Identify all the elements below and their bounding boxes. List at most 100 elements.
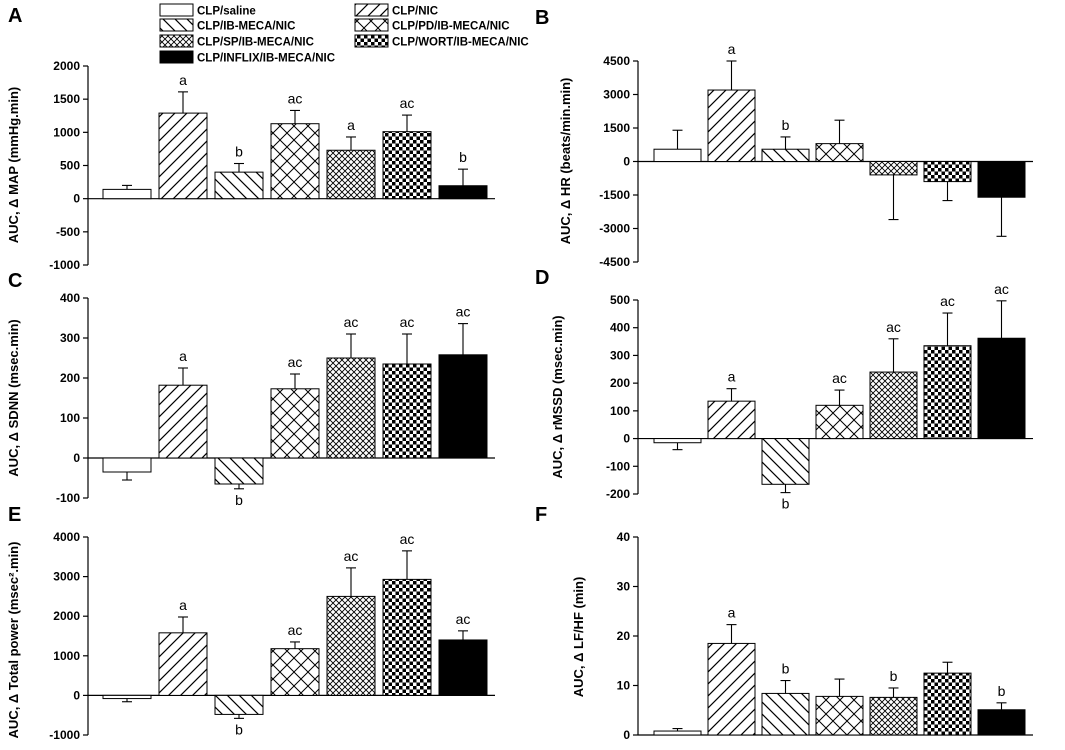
bar-d-3 [761, 438, 810, 485]
y-tick-label-b-1: -3000 [599, 222, 630, 236]
bar-f-2 [707, 642, 756, 736]
bar-b-7 [977, 161, 1026, 198]
y-axis-label-b: AUC, Δ HR (beats/min.min) [558, 78, 573, 245]
bar-d-1 [653, 438, 702, 444]
significance-label-d-2: a [728, 369, 736, 385]
significance-label-f-2: a [728, 605, 736, 621]
y-tick-label-e-4: 3000 [53, 570, 80, 584]
y-tick-label-b-6: 4500 [603, 54, 630, 68]
significance-label-d-6: ac [940, 293, 955, 309]
bar-f-4 [815, 695, 864, 736]
bar-e-2 [158, 632, 208, 696]
y-tick-label-b-2: -1500 [599, 188, 630, 202]
significance-label-c-5: ac [344, 314, 359, 330]
significance-label-e-2: a [179, 597, 187, 613]
y-tick-label-d-4: 200 [610, 376, 630, 390]
chart-panel-a: A AUC, Δ MAP (mmHg.min) -1000 -500 0 500 1000 1… [6, 5, 495, 272]
bar-c-2 [158, 384, 208, 459]
y-tick-label-b-3: 0 [623, 155, 630, 169]
bar-a-3 [214, 171, 264, 200]
bar-b-3 [761, 148, 810, 162]
y-tick-label-a-4: 1000 [53, 125, 80, 139]
panel-letter-e: E [8, 504, 21, 526]
bar-c-5 [326, 357, 376, 459]
y-tick-label-f-0: 0 [623, 728, 630, 742]
bar-b-5 [869, 161, 918, 176]
significance-label-e-7: ac [456, 611, 471, 627]
panel-letter-d: D [535, 267, 549, 289]
y-tick-label-f-3: 30 [617, 580, 631, 594]
significance-label-f-7: b [998, 683, 1006, 699]
y-tick-label-d-7: 500 [610, 293, 630, 307]
significance-label-c-7: ac [456, 304, 471, 320]
significance-label-a-7: b [459, 149, 467, 165]
legend-label-4: CLP/PD/IB-MECA/NIC [392, 21, 510, 33]
bar-f-1 [653, 730, 702, 736]
legend-label-7: CLP/INFLIX/IB-MECA/NIC [197, 53, 335, 65]
bar-d-2 [707, 400, 756, 440]
bar-d-7 [977, 337, 1026, 440]
significance-label-f-5: b [890, 668, 898, 684]
legend-swatch-5 [159, 34, 194, 48]
significance-label-e-5: ac [344, 548, 359, 564]
y-tick-label-c-1: 0 [73, 451, 80, 465]
significance-label-c-3: b [235, 492, 243, 508]
y-axis-label-e: AUC, Δ Total power (msec².min) [6, 542, 21, 739]
chart-panel-b: B AUC, Δ HR (beats/min.min) -4500 -3000 -150… [535, 7, 1033, 269]
y-tick-label-b-4: 1500 [603, 121, 630, 135]
bar-a-7 [438, 185, 488, 200]
bar-e-1 [102, 694, 152, 700]
y-tick-label-c-5: 400 [60, 291, 80, 305]
legend-swatch-1 [159, 3, 194, 17]
bar-c-1 [102, 457, 152, 473]
bar-c-3 [214, 457, 264, 485]
bar-c-4 [270, 388, 320, 459]
significance-label-d-3: b [782, 496, 790, 512]
significance-label-d-4: ac [832, 370, 847, 386]
significance-label-c-4: ac [288, 354, 303, 370]
bar-f-6 [923, 672, 972, 736]
legend: CLP/saline CLP/NIC CLP/IB-MECA/NIC CLP/PD/I… [159, 3, 529, 65]
y-axis-label-d: AUC, Δ rMSSD (msec.min) [550, 315, 565, 478]
significance-label-d-5: ac [886, 319, 901, 335]
significance-label-c-2: a [179, 348, 187, 364]
panel-letter-c: C [8, 270, 22, 292]
panel-letter-f: F [535, 504, 547, 526]
y-tick-label-c-3: 200 [60, 371, 80, 385]
bar-e-4 [270, 648, 320, 696]
y-tick-label-b-0: -4500 [599, 255, 630, 269]
y-tick-label-a-3: 500 [60, 159, 80, 173]
bar-c-7 [438, 354, 488, 459]
bar-d-4 [815, 404, 864, 440]
panel-letter-b: B [535, 7, 549, 29]
bar-a-4 [270, 123, 320, 200]
significance-label-a-6: ac [400, 95, 415, 111]
y-tick-label-f-2: 20 [617, 629, 631, 643]
legend-label-1: CLP/saline [197, 6, 256, 18]
significance-label-f-3: b [782, 661, 790, 677]
significance-label-a-2: a [179, 72, 187, 88]
y-tick-label-a-2: 0 [73, 192, 80, 206]
y-tick-label-f-1: 10 [617, 679, 631, 693]
y-tick-label-a-6: 2000 [53, 59, 80, 73]
y-tick-label-a-1: -500 [56, 225, 80, 239]
chart-panel-e: E AUC, Δ Total power (msec².min) -1000 0 100… [6, 504, 495, 742]
chart-panel-d: D AUC, Δ rMSSD (msec.min) -200 -100 0 100 200 3… [535, 267, 1033, 512]
bar-a-1 [102, 188, 152, 200]
legend-swatch-6 [354, 34, 389, 48]
y-tick-label-e-3: 2000 [53, 609, 80, 623]
legend-label-5: CLP/SP/IB-MECA/NIC [197, 37, 314, 49]
y-axis-label-a: AUC, Δ MAP (mmHg.min) [6, 87, 21, 243]
legend-swatch-4 [354, 18, 389, 32]
bar-f-3 [761, 692, 810, 736]
y-tick-label-d-1: -100 [606, 459, 630, 473]
bar-a-2 [158, 112, 208, 200]
y-tick-label-d-2: 0 [623, 432, 630, 446]
y-tick-label-e-1: 0 [73, 688, 80, 702]
y-tick-label-e-2: 1000 [53, 649, 80, 663]
significance-label-a-3: b [235, 144, 243, 160]
significance-label-d-7: ac [994, 281, 1009, 297]
significance-label-b-2: a [728, 41, 736, 57]
